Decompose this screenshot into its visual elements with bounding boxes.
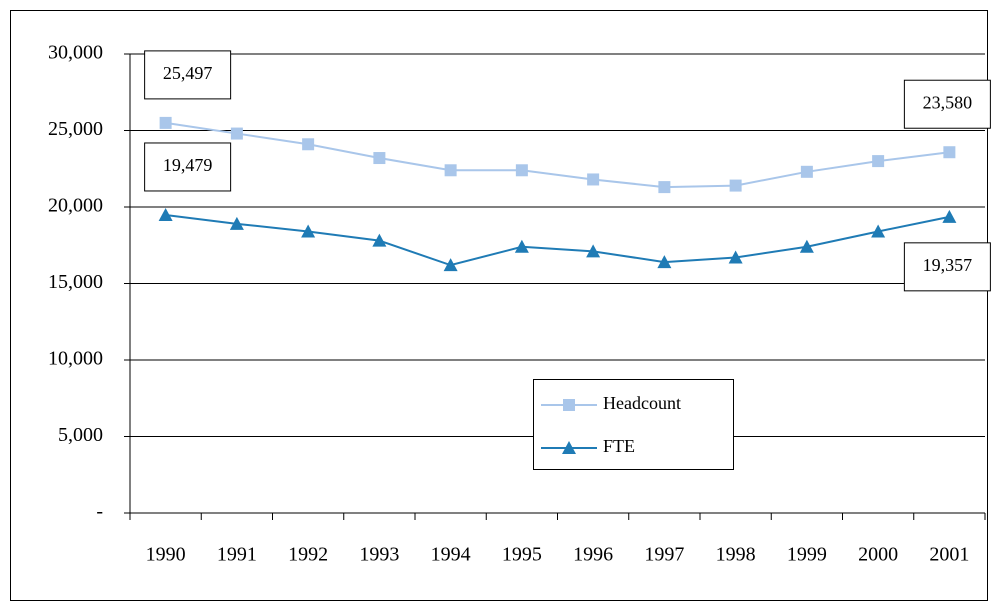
marker: [587, 173, 600, 186]
data-label: 19,357: [923, 255, 973, 275]
data-label-box: [144, 142, 232, 192]
y-tick-label: 25,000: [48, 118, 103, 140]
y-tick-label: 30,000: [48, 42, 103, 64]
x-tick-label: 1992: [288, 544, 328, 566]
marker: [657, 255, 672, 269]
marker: [514, 239, 529, 253]
x-tick-label: 1994: [431, 544, 471, 566]
y-tick-label: 5,000: [58, 424, 103, 446]
marker: [302, 138, 315, 151]
data-label: 23,580: [923, 92, 973, 112]
marker: [301, 224, 316, 238]
data-label: 19,479: [163, 155, 213, 175]
marker: [728, 250, 743, 264]
legend-box: [533, 379, 734, 470]
data-label-box: [903, 79, 991, 129]
y-tick-label: 20,000: [48, 195, 103, 217]
y-tick-label: 10,000: [48, 348, 103, 370]
marker: [943, 146, 956, 159]
marker: [942, 209, 957, 223]
line: [165, 213, 950, 267]
x-tick-label: 1993: [359, 544, 399, 566]
marker: [872, 155, 885, 168]
data-label: 25,497: [163, 63, 213, 83]
marker: [799, 239, 814, 253]
x-tick-label: 2001: [929, 544, 969, 566]
line: [165, 121, 950, 189]
marker: [372, 233, 387, 247]
marker: [563, 399, 575, 411]
marker: [515, 164, 528, 177]
marker: [871, 224, 886, 238]
chart-border: [10, 10, 988, 601]
y-tick-label: -: [96, 501, 103, 523]
x-tick-label: 2000: [858, 544, 898, 566]
marker: [586, 244, 601, 258]
y-tick-label: 15,000: [48, 271, 103, 293]
data-label-box: [903, 242, 991, 292]
data-label-box: [144, 50, 232, 100]
marker: [229, 216, 244, 230]
legend-label: Headcount: [603, 393, 681, 413]
marker: [800, 165, 813, 178]
x-tick-label: 1995: [502, 544, 542, 566]
x-tick-label: 1999: [787, 544, 827, 566]
x-tick-label: 1996: [573, 544, 613, 566]
x-tick-label: 1998: [716, 544, 756, 566]
x-tick-label: 1991: [217, 544, 257, 566]
marker: [729, 179, 742, 192]
marker: [444, 164, 457, 177]
marker: [562, 441, 576, 454]
marker: [443, 258, 458, 272]
legend-label: FTE: [603, 436, 635, 456]
marker: [373, 152, 386, 165]
marker: [658, 181, 671, 194]
marker: [159, 116, 172, 129]
x-tick-label: 1997: [644, 544, 684, 566]
x-tick-label: 1990: [146, 544, 186, 566]
marker: [158, 207, 173, 221]
marker: [230, 127, 243, 140]
